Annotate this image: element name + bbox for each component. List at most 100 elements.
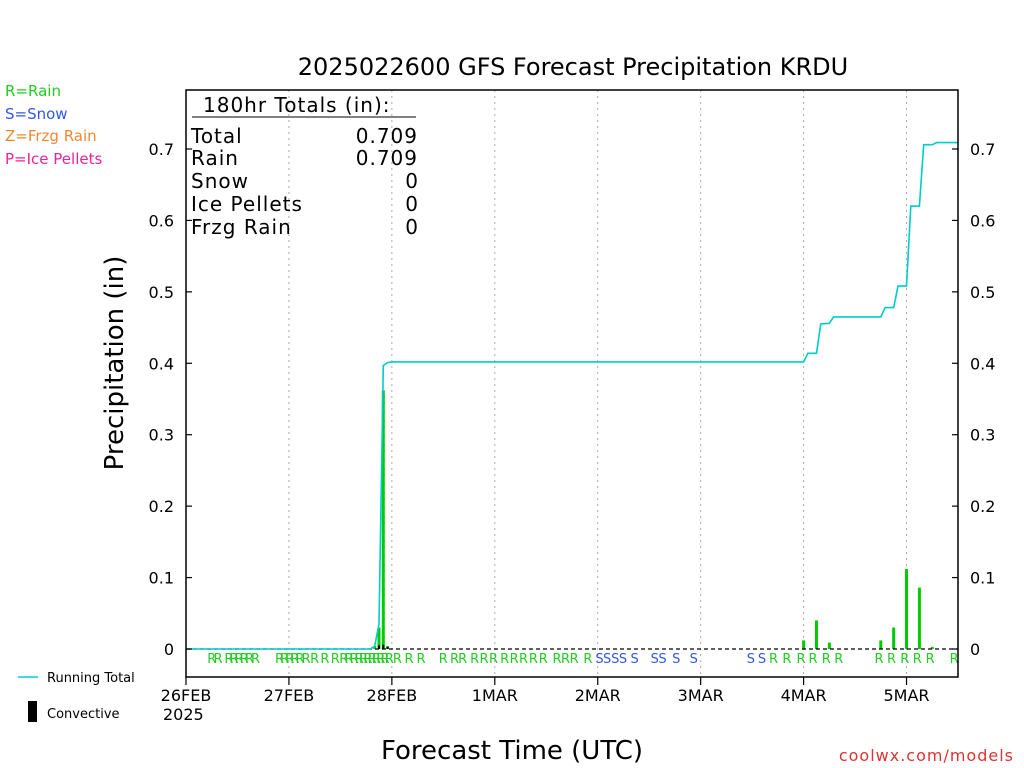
right-y-tick-label-0: 0 — [970, 640, 980, 659]
precip-type-marker-11: R — [290, 652, 299, 667]
precip-type-marker-48: S — [611, 652, 619, 667]
precip-bar-10 — [917, 587, 921, 649]
precip-type-marker-34: R — [470, 652, 479, 667]
precip-bars — [373, 390, 934, 649]
right-y-tick-label-5: 0.5 — [970, 283, 995, 302]
x-tick-label-3: 1MAR — [472, 686, 518, 705]
precip-bar-2 — [381, 390, 385, 649]
precip-type-marker-15: R — [320, 652, 329, 667]
watermark: coolwx.com/models — [839, 746, 1014, 765]
precip-type-marker-30: R — [417, 652, 426, 667]
x-tick-label-6: 4MAR — [781, 686, 827, 705]
precip-type-marker-42: R — [552, 652, 561, 667]
precip-bar-11 — [930, 646, 934, 649]
y-axis-label: Precipitation (in) — [100, 256, 130, 471]
precip-type-marker-54: S — [690, 652, 698, 667]
convective-bars — [378, 644, 389, 649]
x-tick-label-1: 27FEB — [264, 686, 315, 705]
precip-type-marker-49: S — [619, 652, 627, 667]
totals-ice-pellets-value: 0 — [405, 192, 418, 216]
left-y-tick-label-5: 0.5 — [149, 283, 174, 302]
precip-type-marker-38: R — [510, 652, 519, 667]
precip-type-marker-64: R — [887, 652, 896, 667]
precip-type-marker-21: R — [359, 652, 368, 667]
running-total-line — [186, 141, 958, 650]
left-y-tick-label-4: 0.4 — [149, 354, 174, 373]
precip-type-marker-65: R — [900, 652, 909, 667]
precip-type-marker-66: R — [913, 652, 922, 667]
right-y-tick-label-3: 0.3 — [970, 426, 995, 445]
x-axis: 26FEB 27FEB 28FEB 1MAR 2MAR 3MAR 4MAR 5MAR — [161, 677, 930, 705]
totals-rain-value: 0.709 — [356, 146, 418, 170]
precip-type-marker-28: R — [393, 652, 402, 667]
precip-bar-7 — [879, 640, 883, 649]
totals-snow-label: Snow — [191, 169, 249, 193]
left-y-tick-label-3: 0.3 — [149, 426, 174, 445]
totals-frzg-rain-label: Frzg Rain — [191, 215, 292, 239]
precip-type-marker-63: R — [875, 652, 884, 667]
precip-type-marker-62: R — [834, 652, 843, 667]
right-y-tick-label-2: 0.2 — [970, 497, 995, 516]
precip-type-marker-33: R — [458, 652, 467, 667]
left-y-tick-label-1: 0.1 — [149, 569, 174, 588]
convective-bar-0 — [378, 645, 380, 649]
plot-frame — [185, 89, 959, 678]
totals-header: 180hr Totals (in): — [203, 93, 391, 117]
series-legend: Running Total Convective — [18, 671, 135, 722]
precip-type-marker-46: S — [595, 652, 603, 667]
precip-type-marker-5: R — [240, 652, 249, 667]
precip-type-marker-1: R — [214, 652, 223, 667]
precip-type-marker-8: R — [275, 652, 284, 667]
precip-type-marker-67: R — [926, 652, 935, 667]
convective-legend-label: Convective — [47, 707, 120, 722]
precip-type-marker-23: R — [368, 652, 377, 667]
precip-type-marker-68: R — [950, 652, 959, 667]
precip-type-marker-27: R — [385, 652, 394, 667]
precip-type-marker-31: R — [439, 652, 448, 667]
precip-type-marker-18: R — [344, 652, 353, 667]
precip-type-marker-45: R — [583, 652, 592, 667]
precip-bar-1 — [377, 627, 381, 649]
totals-total-label: Total — [190, 124, 243, 148]
precip-type-marker-29: R — [404, 652, 413, 667]
precip-type-marker-53: S — [672, 652, 680, 667]
precip-bar-9 — [905, 569, 909, 649]
precip-type-marker-16: R — [331, 652, 340, 667]
totals-total-value: 0.709 — [356, 124, 418, 148]
precip-bar-0 — [373, 646, 377, 649]
precip-bar-4 — [802, 640, 806, 649]
precip-type-marker-56: S — [758, 652, 766, 667]
running-total-legend-label: Running Total — [47, 671, 135, 686]
precip-type-marker-14: R — [310, 652, 319, 667]
precip-bar-5 — [814, 620, 818, 649]
legend-ice-pellets: P=Ice Pellets — [5, 150, 102, 168]
precip-type-marker-52: S — [658, 652, 666, 667]
precip-type-marker-36: R — [489, 652, 498, 667]
precip-type-marker-9: R — [280, 652, 289, 667]
left-y-tick-label-6: 0.6 — [149, 211, 174, 230]
precip-type-legend: R=Rain S=Snow Z=Frzg Rain P=Ice Pellets — [5, 82, 102, 168]
precip-type-marker-19: R — [350, 652, 359, 667]
convective-legend-swatch — [28, 701, 37, 722]
convective-bar-2 — [386, 646, 389, 649]
precip-type-marker-43: R — [561, 652, 570, 667]
right-y-tick-label-4: 0.4 — [970, 354, 995, 373]
precip-type-marker-32: R — [450, 652, 459, 667]
precip-type-marker-44: R — [570, 652, 579, 667]
precip-type-marker-13: R — [302, 652, 311, 667]
precip-type-marker-7: R — [251, 652, 260, 667]
year-label: 2025 — [163, 705, 204, 724]
precip-type-marker-55: S — [747, 652, 755, 667]
x-tick-label-2: 28FEB — [367, 686, 418, 705]
precip-type-marker-47: S — [603, 652, 611, 667]
precip-type-marker-6: R — [245, 652, 254, 667]
precip-type-marker-24: R — [372, 652, 381, 667]
precip-type-marker-50: S — [630, 652, 638, 667]
precip-type-marker-10: R — [285, 652, 294, 667]
left-y-tick-label-2: 0.2 — [149, 497, 174, 516]
convective-bar-1 — [382, 644, 385, 649]
precip-type-marker-60: R — [809, 652, 818, 667]
precip-bar-6 — [827, 642, 831, 649]
